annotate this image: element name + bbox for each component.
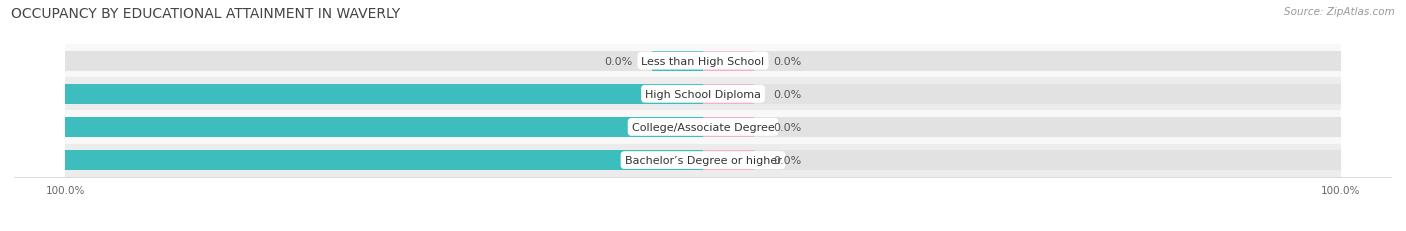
- Text: 100.0%: 100.0%: [7, 155, 52, 165]
- Text: College/Associate Degree: College/Associate Degree: [631, 122, 775, 132]
- Text: High School Diploma: High School Diploma: [645, 89, 761, 99]
- Bar: [703, 118, 754, 137]
- Text: 100.0%: 100.0%: [7, 122, 52, 132]
- Bar: [703, 52, 754, 71]
- Text: Bachelor’s Degree or higher: Bachelor’s Degree or higher: [624, 155, 782, 165]
- Text: 100.0%: 100.0%: [7, 89, 52, 99]
- Bar: [65, 144, 1341, 177]
- Bar: [65, 85, 1341, 104]
- Bar: [65, 78, 1341, 111]
- Bar: [65, 45, 1341, 78]
- Bar: [65, 85, 703, 104]
- Text: Source: ZipAtlas.com: Source: ZipAtlas.com: [1284, 7, 1395, 17]
- Text: 0.0%: 0.0%: [773, 89, 801, 99]
- Bar: [65, 111, 1341, 144]
- Bar: [65, 150, 1341, 170]
- Bar: [703, 85, 754, 104]
- Text: 0.0%: 0.0%: [773, 155, 801, 165]
- Text: OCCUPANCY BY EDUCATIONAL ATTAINMENT IN WAVERLY: OCCUPANCY BY EDUCATIONAL ATTAINMENT IN W…: [11, 7, 401, 21]
- Bar: [65, 118, 1341, 137]
- Bar: [652, 52, 703, 71]
- Bar: [65, 52, 1341, 71]
- Bar: [65, 118, 703, 137]
- Text: 0.0%: 0.0%: [605, 56, 633, 66]
- Text: 0.0%: 0.0%: [773, 56, 801, 66]
- Text: Less than High School: Less than High School: [641, 56, 765, 66]
- Text: 0.0%: 0.0%: [773, 122, 801, 132]
- Bar: [65, 150, 703, 170]
- Bar: [703, 150, 754, 170]
